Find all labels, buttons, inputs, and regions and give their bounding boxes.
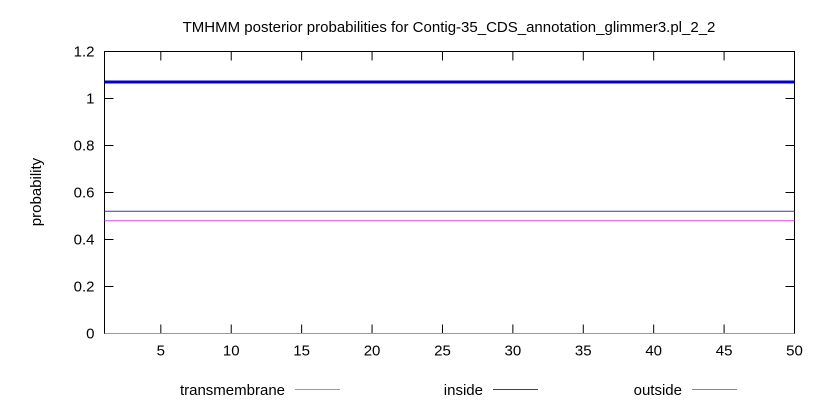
x-tick-label: 10 bbox=[223, 343, 240, 360]
x-tick-label: 20 bbox=[364, 343, 381, 360]
chart-title: TMHMM posterior probabilities for Contig… bbox=[183, 19, 716, 36]
x-tick-label: 45 bbox=[716, 343, 733, 360]
y-axis-label: probability bbox=[28, 157, 45, 226]
legend-label-transmembrane: transmembrane bbox=[180, 382, 285, 399]
y-tick-label: 0.8 bbox=[74, 138, 95, 155]
x-tick-label: 30 bbox=[505, 343, 522, 360]
x-tick-label: 5 bbox=[157, 343, 165, 360]
x-tick-label: 35 bbox=[575, 343, 592, 360]
x-tick-label: 50 bbox=[786, 343, 803, 360]
legend-label-outside: outside bbox=[634, 382, 682, 399]
y-tick-label: 1 bbox=[86, 91, 94, 108]
y-tick-label: 0.2 bbox=[74, 279, 95, 296]
plot-area-frame bbox=[104, 51, 795, 334]
y-tick-label: 0 bbox=[86, 326, 94, 343]
chart-marks: 0 0.2 0.4 0.6 0.8 1 1.2 5 10 15 20 25 30 35 40 45 50 bbox=[74, 44, 803, 360]
y-tick-label: 0.4 bbox=[74, 232, 95, 249]
legend-label-inside: inside bbox=[444, 382, 483, 399]
x-tick-label: 25 bbox=[434, 343, 451, 360]
y-tick-label: 1.2 bbox=[74, 44, 95, 61]
legend: transmembrane inside outside bbox=[180, 382, 737, 399]
x-tick-label: 40 bbox=[645, 343, 662, 360]
y-tick-label: 0.6 bbox=[74, 185, 95, 202]
x-tick-label: 15 bbox=[293, 343, 310, 360]
